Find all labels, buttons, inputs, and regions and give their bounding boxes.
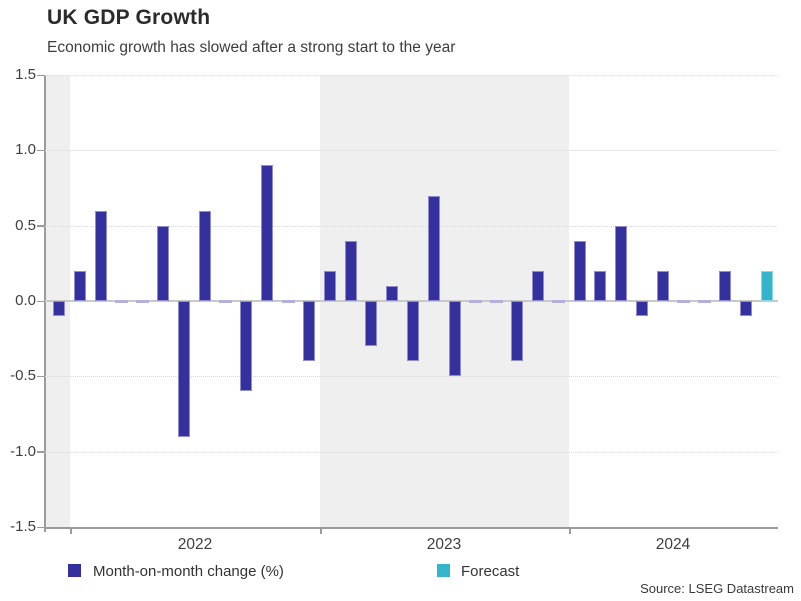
y-tick-label: 1.5 (15, 66, 36, 83)
gridline (45, 225, 778, 227)
gridline (45, 376, 778, 378)
gdp-bar-2022-08 (219, 299, 233, 303)
gdp-bar-2023-11 (531, 270, 544, 301)
gdp-bar-2022-01 (73, 270, 86, 301)
gridline (45, 150, 778, 152)
forecast-bar-2024-10 (760, 270, 773, 301)
gdp-bar-2023-10 (511, 301, 524, 362)
x-tick (320, 528, 322, 534)
gdp-bar-2024-09 (740, 301, 753, 317)
page-title: UK GDP Growth (47, 6, 211, 29)
gdp-bar-2022-04 (135, 299, 149, 303)
gdp-bar-2022-11 (281, 299, 295, 303)
gdp-bar-2022-09 (240, 301, 253, 392)
gdp-bar-2022-12 (302, 301, 315, 362)
y-tick-label: 1.0 (15, 141, 36, 159)
plot-area (45, 75, 778, 527)
y-tick (37, 74, 44, 76)
gdp-bar-2024-08 (719, 270, 732, 301)
gdp-bar-2024-04 (636, 301, 649, 317)
gridline (45, 451, 778, 453)
y-tick-label: 0.0 (15, 292, 36, 309)
y-tick (37, 526, 44, 528)
gdp-bar-2023-08 (468, 299, 482, 303)
y-tick-label: -1.0 (10, 442, 36, 460)
legend: Month-on-month change (%) Forecast (0, 562, 801, 580)
x-tick (569, 528, 571, 534)
y-tick-label: 0.5 (15, 216, 36, 234)
gdp-bar-2024-01 (573, 240, 586, 301)
y-tick-label: -1.5 (10, 518, 36, 535)
gdp-bar-2023-07 (448, 301, 461, 377)
x-tick (70, 528, 72, 534)
y-tick (37, 375, 44, 378)
gdp-bar-2023-09 (489, 299, 503, 303)
gdp-bar-2022-02 (94, 210, 107, 301)
gdp-bar-2022-07 (198, 210, 211, 301)
x-axis-label-2022: 2022 (177, 536, 213, 553)
gdp-bar-2023-12 (552, 299, 566, 303)
gdp-bar-2024-03 (615, 225, 628, 301)
y-tick (37, 300, 44, 302)
legend-label-mom: Month-on-month change (%) (93, 563, 284, 580)
gdp-bar-2024-02 (594, 270, 607, 301)
gdp-bar-2023-02 (344, 240, 357, 301)
y-tick (37, 149, 44, 152)
gdp-bar-2024-05 (656, 270, 669, 301)
y-tick (37, 451, 44, 453)
y-tick (37, 225, 44, 227)
source-credit: Source: LSEG Datastream (640, 581, 794, 596)
legend-swatch-forecast-icon (437, 564, 450, 577)
gdp-bar-2022-10 (261, 165, 274, 301)
y-tick-label: -0.5 (10, 367, 36, 385)
gdp-bar-2022-05 (157, 225, 170, 301)
gdp-bar-2024-06 (677, 299, 691, 303)
y-axis-line (44, 75, 46, 532)
legend-label-forecast: Forecast (461, 563, 520, 580)
gdp-bar-2023-01 (323, 270, 336, 301)
gdp-bar-2021-12 (53, 301, 65, 317)
x-axis-line (44, 527, 778, 529)
gdp-bar-2023-04 (386, 285, 399, 301)
gdp-bar-2022-03 (114, 299, 128, 303)
gdp-bar-2023-05 (406, 301, 419, 362)
gdp-bar-2024-07 (698, 299, 712, 303)
gdp-bar-2023-03 (365, 301, 378, 347)
gdp-bar-2023-06 (427, 195, 440, 301)
gridline (45, 75, 778, 76)
legend-swatch-mom-icon (68, 564, 81, 577)
x-axis-label-2024: 2024 (655, 536, 691, 553)
chart-subtitle: Economic growth has slowed after a stron… (47, 39, 456, 56)
gdp-bar-2022-06 (177, 301, 190, 437)
x-axis-label-2023: 2023 (426, 536, 462, 553)
